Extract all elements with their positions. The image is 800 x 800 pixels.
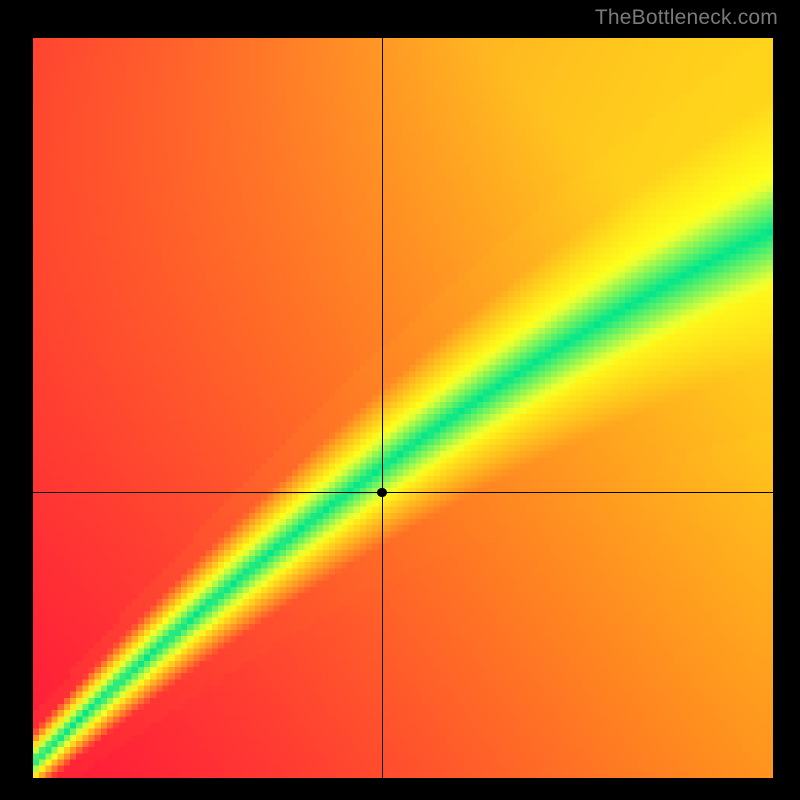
chart-container: TheBottleneck.com bbox=[0, 0, 800, 800]
crosshair-horizontal bbox=[33, 492, 773, 493]
heatmap-canvas bbox=[33, 38, 773, 778]
crosshair-vertical bbox=[382, 38, 383, 778]
attribution-label: TheBottleneck.com bbox=[595, 6, 778, 30]
crosshair-dot bbox=[377, 488, 387, 498]
heatmap-plot bbox=[33, 38, 773, 778]
